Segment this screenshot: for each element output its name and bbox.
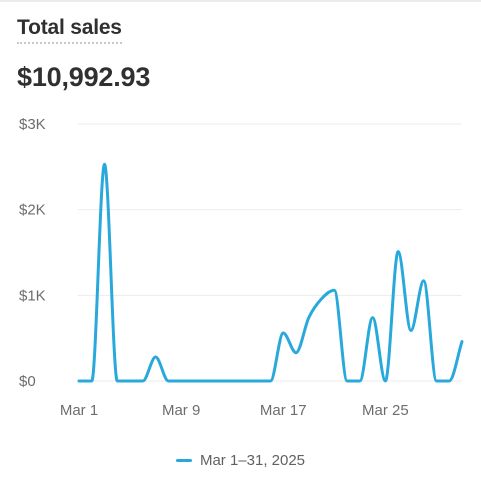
series-line [77, 162, 464, 383]
y-axis-ticks: $0 $1K $2K $3K [19, 116, 46, 390]
x-tick-label: Mar 17 [260, 402, 307, 419]
top-divider [0, 0, 481, 2]
y-tick-label: $1K [19, 287, 46, 304]
series-lines [77, 162, 464, 383]
y-tick-label: $3K [19, 116, 46, 133]
x-tick-label: Mar 1 [60, 402, 98, 419]
legend-line-swatch [175, 459, 192, 462]
x-tick-label: Mar 25 [362, 402, 409, 419]
card-title[interactable]: Total sales [17, 16, 122, 44]
grid-lines [78, 123, 462, 382]
sales-line-chart: $0 $1K $2K $3K Mar 1 Mar 9 Mar 17 Mar 25 [19, 116, 464, 419]
y-tick-label: $2K [19, 202, 46, 219]
x-axis-ticks: Mar 1 Mar 9 Mar 17 Mar 25 [60, 402, 409, 419]
total-sales-value: $10,992.93 [17, 62, 151, 92]
x-tick-label: Mar 9 [162, 402, 200, 419]
chart-legend[interactable]: Mar 1–31, 2025 [0, 452, 481, 469]
legend-label: Mar 1–31, 2025 [199, 452, 306, 469]
y-tick-label: $0 [19, 373, 36, 390]
